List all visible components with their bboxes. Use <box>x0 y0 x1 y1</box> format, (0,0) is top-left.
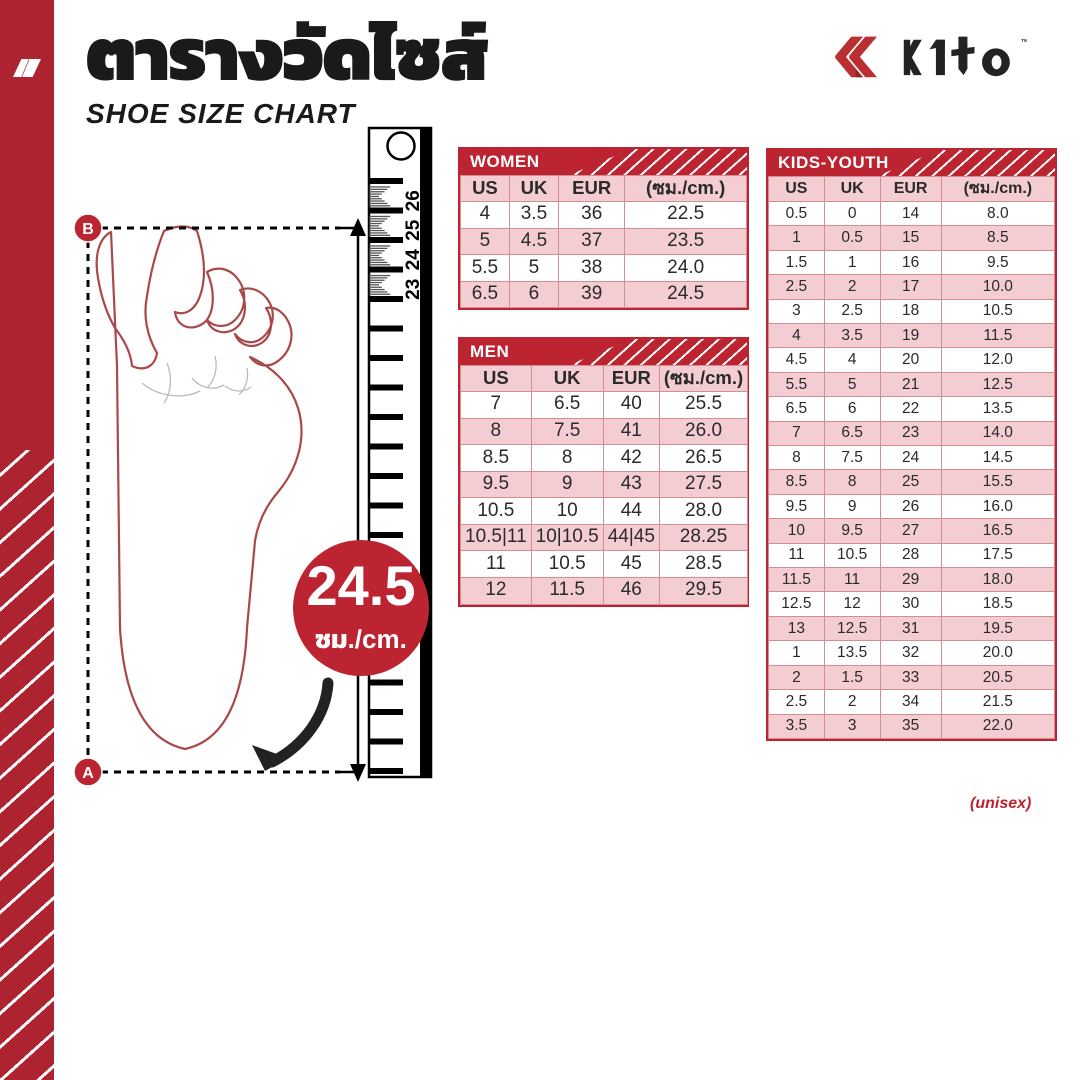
svg-text:A: A <box>82 765 94 782</box>
svg-text:B: B <box>82 221 94 238</box>
svg-text:ซม./cm.: ซม./cm. <box>315 624 407 654</box>
svg-text:TM: TM <box>1021 38 1027 43</box>
svg-text:23: 23 <box>403 279 424 300</box>
svg-text:24: 24 <box>403 249 424 271</box>
svg-text:25: 25 <box>403 219 424 241</box>
svg-text:26: 26 <box>403 190 424 211</box>
svg-text:24.5: 24.5 <box>307 554 416 617</box>
